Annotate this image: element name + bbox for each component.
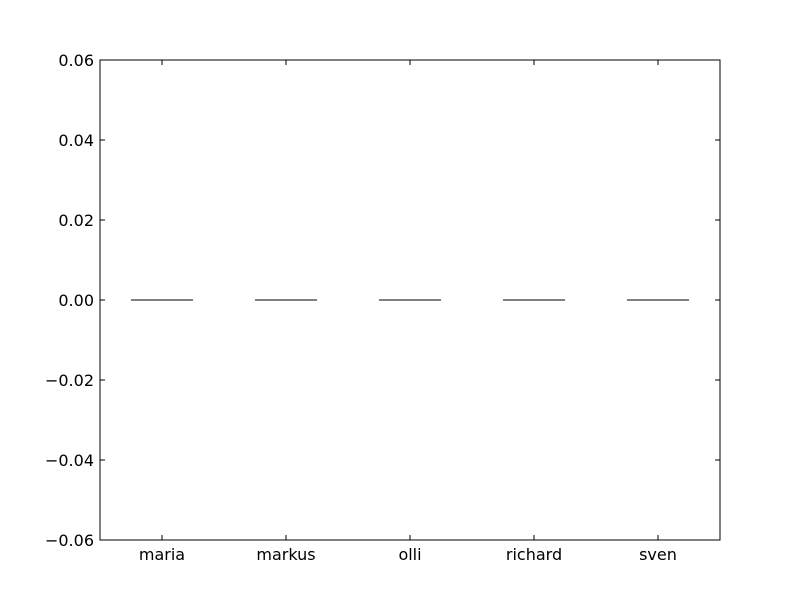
plot-area-frame bbox=[99, 59, 721, 541]
y-tick-label: −0.02 bbox=[45, 371, 94, 390]
x-tick-label: maria bbox=[139, 545, 185, 564]
y-tick-label: 0.02 bbox=[58, 211, 94, 230]
y-tick-label: −0.04 bbox=[45, 451, 94, 470]
y-tick-label: 0.06 bbox=[58, 51, 94, 70]
y-tick-label: −0.06 bbox=[45, 531, 94, 550]
x-tick-label: sven bbox=[639, 545, 677, 564]
x-tick-label: markus bbox=[256, 545, 315, 564]
y-tick-label: 0.00 bbox=[58, 291, 94, 310]
x-tick-label: olli bbox=[398, 545, 421, 564]
y-tick-label: 0.04 bbox=[58, 131, 94, 150]
x-tick-label: richard bbox=[506, 545, 562, 564]
tick-labels-layer: maria markus olli richard sven 0.06 0.04 0.02 0.… bbox=[45, 51, 677, 564]
